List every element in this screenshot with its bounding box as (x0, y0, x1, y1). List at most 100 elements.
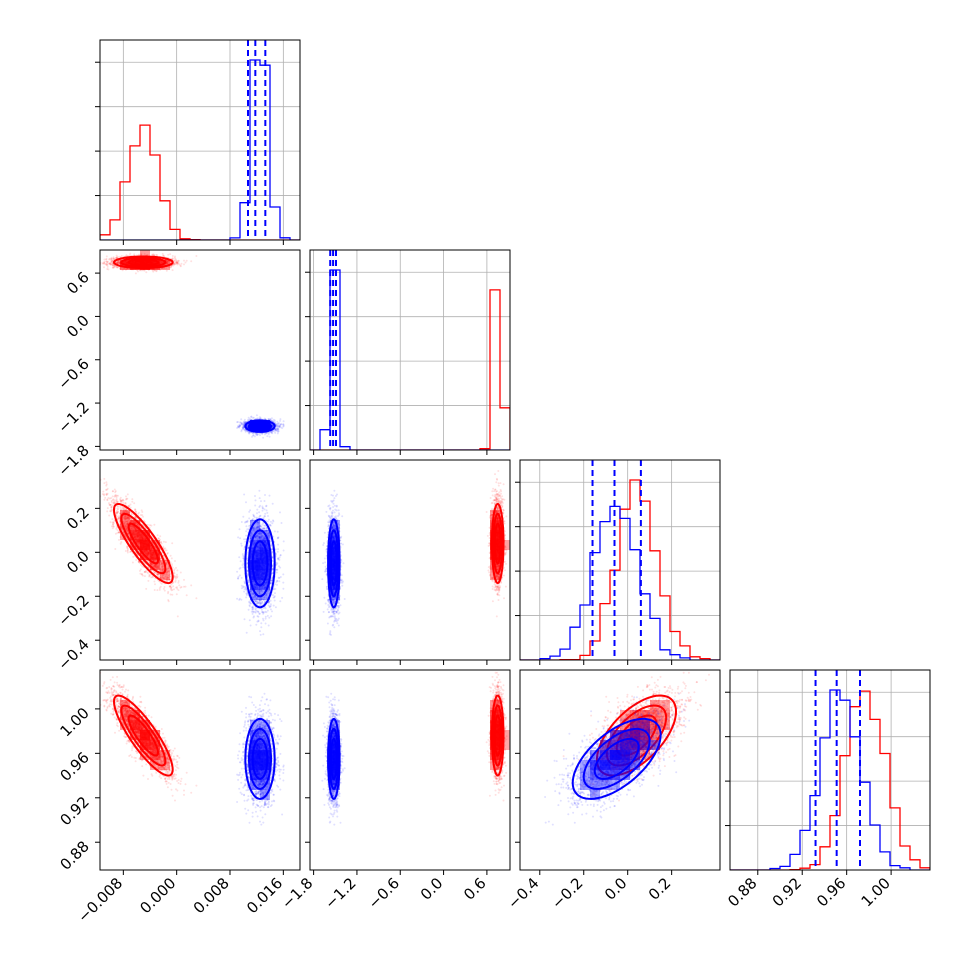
scatter-point (109, 263, 112, 266)
scatter-point (97, 261, 99, 263)
scatter-point (111, 266, 114, 269)
scatter-point (259, 434, 261, 437)
scatter-point (279, 419, 282, 422)
scatter-point (175, 261, 178, 264)
scatter-point (282, 420, 285, 423)
scatter-point (108, 257, 111, 260)
scatter-point (110, 263, 113, 265)
scatter-point (274, 429, 277, 432)
scatter-point (105, 263, 108, 266)
scatter-point (282, 424, 285, 427)
scatter-point (156, 254, 159, 257)
scatter-point (146, 253, 149, 256)
scatter-point (105, 260, 108, 263)
scatter-point (117, 260, 119, 263)
scatter-point (116, 261, 119, 264)
scatter-point (173, 259, 176, 262)
scatter-point (109, 262, 112, 265)
scatter-point (115, 265, 118, 268)
scatter-point (262, 436, 265, 439)
scatter-point (165, 261, 168, 264)
scatter-point (95, 260, 97, 262)
scatter-point (266, 435, 269, 438)
scatter-point (116, 261, 118, 264)
scatter-point (110, 261, 113, 264)
scatter-point (167, 260, 170, 263)
scatter-point (255, 414, 258, 417)
scatter-point (251, 416, 254, 419)
scatter-point (276, 432, 279, 435)
scatter-point (242, 425, 245, 428)
scatter-point (108, 258, 110, 261)
scatter-point (190, 260, 193, 263)
scatter-point (111, 264, 114, 267)
scatter-point (239, 421, 242, 424)
scatter-point (167, 266, 170, 269)
scatter-point (107, 268, 110, 271)
scatter-point (179, 265, 182, 268)
scatter-point (106, 268, 109, 270)
scatter-point (238, 424, 241, 427)
scatter-point (106, 265, 109, 268)
scatter-point (105, 258, 107, 261)
panel-1-0 (95, 250, 285, 439)
scatter-point (161, 252, 164, 255)
scatter-point (112, 256, 115, 259)
scatter-point (116, 261, 119, 264)
scatter-point (152, 253, 155, 256)
scatter-point (160, 261, 163, 264)
scatter-point (169, 253, 172, 256)
scatter-point (179, 264, 182, 267)
scatter-point (171, 257, 174, 260)
scatter-point (167, 262, 170, 265)
scatter-point (177, 261, 180, 264)
scatter-point (116, 261, 119, 264)
scatter-point (112, 264, 115, 267)
scatter-point (145, 271, 148, 274)
scatter-point (169, 261, 172, 264)
scatter-point (161, 261, 164, 264)
scatter-point (175, 259, 178, 262)
scatter-point (166, 260, 168, 263)
scatter-point (143, 253, 146, 255)
scatter-point (110, 256, 113, 259)
scatter-point (160, 260, 163, 263)
scatter-point (161, 261, 164, 264)
scatter-point (168, 266, 171, 269)
scatter-point (155, 269, 158, 272)
scatter-point (176, 263, 179, 266)
scatter-point (118, 260, 121, 263)
scatter-point (174, 261, 177, 264)
scatter-point (116, 262, 119, 265)
scatter-point (110, 258, 113, 261)
scatter-point (281, 427, 284, 430)
scatter-point (166, 260, 169, 263)
scatter-point (165, 269, 168, 272)
scatter-point (184, 261, 187, 264)
scatter-point (240, 430, 243, 433)
scatter-point (103, 261, 106, 264)
scatter-point (175, 260, 177, 263)
scatter-point (120, 255, 123, 257)
scatter-point (101, 262, 104, 265)
scatter-point (176, 262, 179, 265)
scatter-point (109, 259, 112, 262)
scatter-point (161, 261, 164, 264)
scatter-point (171, 257, 174, 260)
scatter-point (274, 431, 277, 434)
scatter-point (280, 423, 283, 426)
scatter-point (116, 261, 119, 263)
scatter-point (276, 425, 279, 428)
scatter-point (236, 421, 239, 424)
scatter-point (276, 420, 279, 423)
scatter-point (173, 259, 175, 262)
scatter-point (165, 262, 168, 265)
scatter-point (129, 252, 132, 255)
scatter-point (174, 263, 177, 265)
scatter-point (105, 263, 108, 266)
scatter-point (178, 263, 181, 266)
scatter-point (166, 261, 169, 263)
scatter-point (163, 255, 166, 258)
scatter-point (167, 253, 170, 256)
